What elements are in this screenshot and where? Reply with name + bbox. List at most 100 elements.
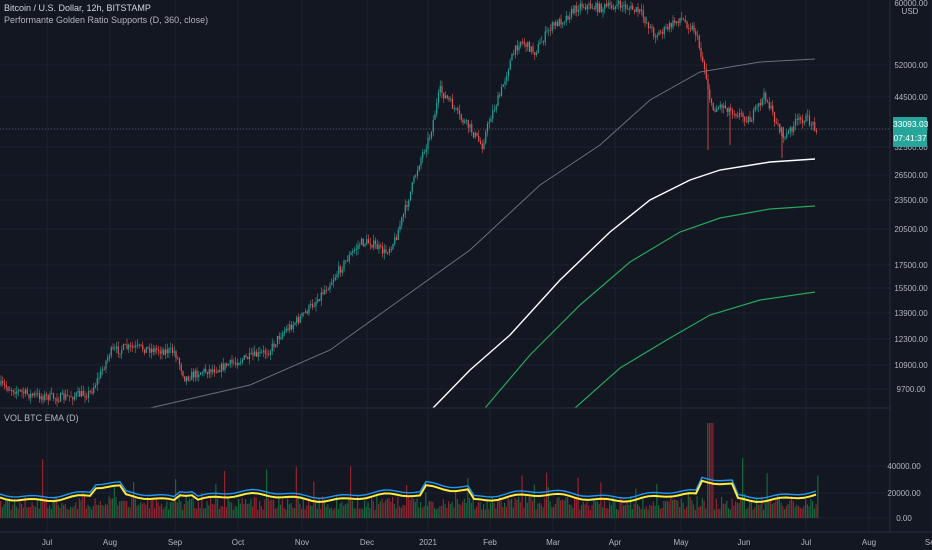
candle-body bbox=[499, 95, 501, 97]
candle-body bbox=[87, 390, 90, 398]
candle-body bbox=[269, 351, 272, 355]
volume-bar bbox=[260, 505, 262, 518]
candle-body bbox=[24, 389, 27, 394]
candle-body bbox=[147, 346, 149, 349]
candle-body bbox=[292, 324, 294, 330]
volume-bar bbox=[336, 496, 338, 518]
volume-bar bbox=[80, 500, 82, 518]
volume-bar bbox=[659, 508, 661, 518]
candle-body bbox=[121, 349, 123, 354]
candle-body bbox=[96, 378, 98, 386]
volume-bar bbox=[383, 502, 385, 518]
volume-ema-line bbox=[0, 479, 817, 503]
indicator-title[interactable]: Performante Golden Ratio Supports (D, 36… bbox=[4, 15, 209, 25]
volume-bar bbox=[215, 484, 217, 518]
volume-bar bbox=[287, 498, 289, 518]
candle-body bbox=[754, 106, 756, 111]
candle-body bbox=[492, 110, 494, 119]
candle-body bbox=[381, 246, 384, 254]
volume-bar bbox=[103, 506, 105, 518]
candle-body bbox=[604, 4, 606, 9]
volume-bar bbox=[201, 492, 203, 518]
candle-body bbox=[451, 98, 454, 109]
volume-bar bbox=[213, 504, 215, 518]
price-axis[interactable]: USD60000.0052000.0044500.0038500.0032500… bbox=[894, 0, 928, 394]
volume-bar bbox=[266, 469, 268, 518]
support-line-green-lower bbox=[574, 291, 816, 409]
time-tick-label: Nov bbox=[295, 538, 309, 547]
volume-bar bbox=[759, 504, 761, 518]
volume-bar bbox=[309, 505, 311, 518]
volume-bar bbox=[8, 498, 10, 518]
time-axis[interactable]: Jul Aug Sep Oct Nov Dec 2021 Feb Mar Apr May Jun Jul… bbox=[42, 538, 932, 547]
candle-body bbox=[70, 396, 72, 398]
candle-body bbox=[462, 119, 464, 123]
volume-axis[interactable]: 40000.00 20000.00 0.00 bbox=[887, 462, 921, 523]
volume-bar bbox=[64, 503, 66, 518]
candle-body bbox=[541, 41, 543, 43]
candle-body bbox=[807, 115, 809, 117]
candle-body bbox=[528, 41, 531, 52]
volume-bar bbox=[117, 505, 119, 518]
candle-body bbox=[602, 8, 604, 12]
volume-bar bbox=[553, 506, 555, 518]
candle-body bbox=[478, 135, 480, 142]
candle-body bbox=[194, 370, 196, 378]
candle-body bbox=[460, 114, 462, 120]
candle-body bbox=[332, 279, 335, 283]
candle-body bbox=[273, 343, 275, 347]
volume-bar bbox=[567, 497, 569, 518]
candle-body bbox=[647, 22, 650, 29]
volume-bar bbox=[789, 500, 791, 518]
volume-bar bbox=[656, 483, 658, 518]
candle-body bbox=[189, 380, 191, 381]
candle-body bbox=[595, 3, 597, 10]
volume-bar bbox=[71, 507, 73, 518]
volume-bar bbox=[78, 498, 80, 518]
symbol-title[interactable]: Bitcoin / U.S. Dollar, 12h, BITSTAMP bbox=[4, 3, 151, 13]
candle-body bbox=[348, 254, 350, 262]
volume-bar bbox=[430, 501, 432, 518]
candle-body bbox=[182, 371, 184, 377]
volume-bar bbox=[171, 501, 173, 518]
volume-bar bbox=[561, 499, 563, 518]
volume-bar bbox=[19, 501, 21, 518]
volume-bar bbox=[106, 504, 108, 518]
volume-bar bbox=[735, 501, 737, 518]
candle-body bbox=[628, 8, 630, 10]
volume-bar bbox=[749, 502, 751, 518]
volume-bar bbox=[757, 504, 759, 518]
volume-indicator-title[interactable]: VOL BTC EMA (D) bbox=[4, 413, 79, 423]
volume-bar bbox=[57, 505, 59, 518]
candle-body bbox=[140, 344, 142, 346]
time-tick-label: Aug bbox=[103, 538, 117, 547]
volume-bar bbox=[330, 507, 332, 518]
volume-bar bbox=[799, 507, 801, 518]
candle-body bbox=[173, 351, 175, 353]
candle-body bbox=[187, 376, 189, 381]
volume-bar bbox=[127, 506, 129, 518]
volume-bar bbox=[56, 496, 58, 518]
volume-bar bbox=[105, 503, 107, 518]
volume-bar bbox=[297, 498, 299, 518]
candle-body bbox=[800, 117, 802, 120]
volume-bar bbox=[736, 502, 738, 518]
candle-body bbox=[51, 393, 53, 394]
candle-body bbox=[415, 175, 417, 177]
volume-bar bbox=[645, 506, 647, 518]
candle-body bbox=[544, 31, 546, 43]
volume-bar bbox=[413, 498, 415, 518]
candle-body bbox=[315, 301, 317, 307]
volume-bar bbox=[588, 505, 590, 518]
candle-body bbox=[576, 5, 578, 12]
volume-bar bbox=[570, 504, 572, 518]
volume-bar bbox=[252, 506, 254, 518]
candle-body bbox=[115, 346, 118, 349]
volume-bar bbox=[168, 509, 170, 518]
price-tick-label: 60000.00 bbox=[894, 0, 928, 8]
candle-body bbox=[653, 27, 655, 37]
candle-body bbox=[507, 69, 510, 76]
volume-bar bbox=[271, 499, 273, 518]
